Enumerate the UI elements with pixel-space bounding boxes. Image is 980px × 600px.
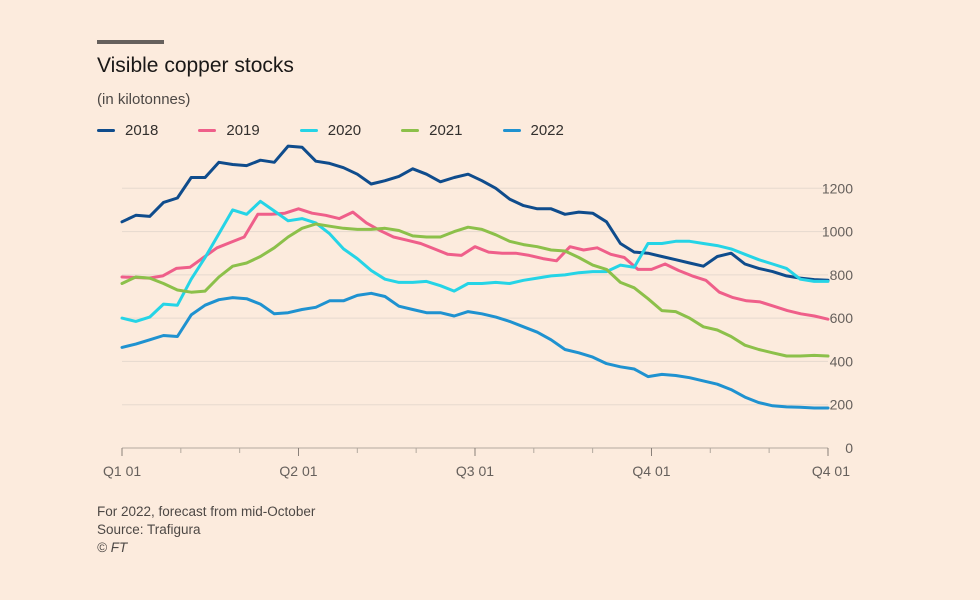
y-tick-label-0: 0 xyxy=(845,440,853,456)
x-tick-label-3: Q4 01 xyxy=(632,463,670,479)
y-tick-label-800: 800 xyxy=(830,267,854,283)
legend-item-2018: 2018 xyxy=(97,122,158,139)
x-tick-label-0: Q1 01 xyxy=(103,463,141,479)
footer-source: Source: Trafigura xyxy=(97,522,201,537)
series-line-2018 xyxy=(120,144,830,282)
legend-swatch-2022 xyxy=(502,129,521,132)
chart-legend: 2018 2019 2020 2021 2022 xyxy=(97,122,604,139)
y-tick-label-200: 200 xyxy=(830,397,854,413)
legend-item-2022: 2022 xyxy=(502,122,564,139)
header-rule xyxy=(97,40,164,44)
legend-swatch-2020 xyxy=(299,129,318,132)
legend-label-2020: 2020 xyxy=(327,122,362,139)
legend-swatch-2021 xyxy=(401,129,420,132)
legend-label-2021: 2021 xyxy=(429,122,463,139)
legend-label-2018: 2018 xyxy=(125,122,159,139)
series-line-2019 xyxy=(120,207,830,321)
series-line-2021 xyxy=(120,222,830,358)
chart-subtitle: (in kilotonnes) xyxy=(97,91,191,108)
legend-swatch-2019 xyxy=(198,129,217,132)
legend-swatch-2018 xyxy=(97,129,115,132)
series-line-2020 xyxy=(120,199,830,323)
y-tick-label-1200: 1200 xyxy=(822,180,853,196)
chart-title: Visible copper stocks xyxy=(97,54,294,77)
chart-footer: For 2022, forecast from mid-October Sour… xyxy=(97,503,315,557)
footer-note: For 2022, forecast from mid-October xyxy=(97,504,316,519)
y-tick-label-600: 600 xyxy=(830,310,854,326)
series-line-2022 xyxy=(120,291,830,410)
footer-copyright: © FT xyxy=(97,540,128,555)
x-tick-label-4: Q4 01 xyxy=(812,463,850,479)
x-tick-label-2: Q3 01 xyxy=(456,463,494,479)
legend-item-2021: 2021 xyxy=(401,122,463,139)
y-tick-label-1000: 1000 xyxy=(822,224,853,240)
x-tick-label-1: Q2 01 xyxy=(279,463,317,479)
legend-label-2022: 2022 xyxy=(530,122,564,139)
legend-item-2020: 2020 xyxy=(299,122,362,139)
legend-item-2019: 2019 xyxy=(198,122,260,139)
y-tick-label-400: 400 xyxy=(830,353,854,369)
legend-label-2019: 2019 xyxy=(226,122,260,139)
